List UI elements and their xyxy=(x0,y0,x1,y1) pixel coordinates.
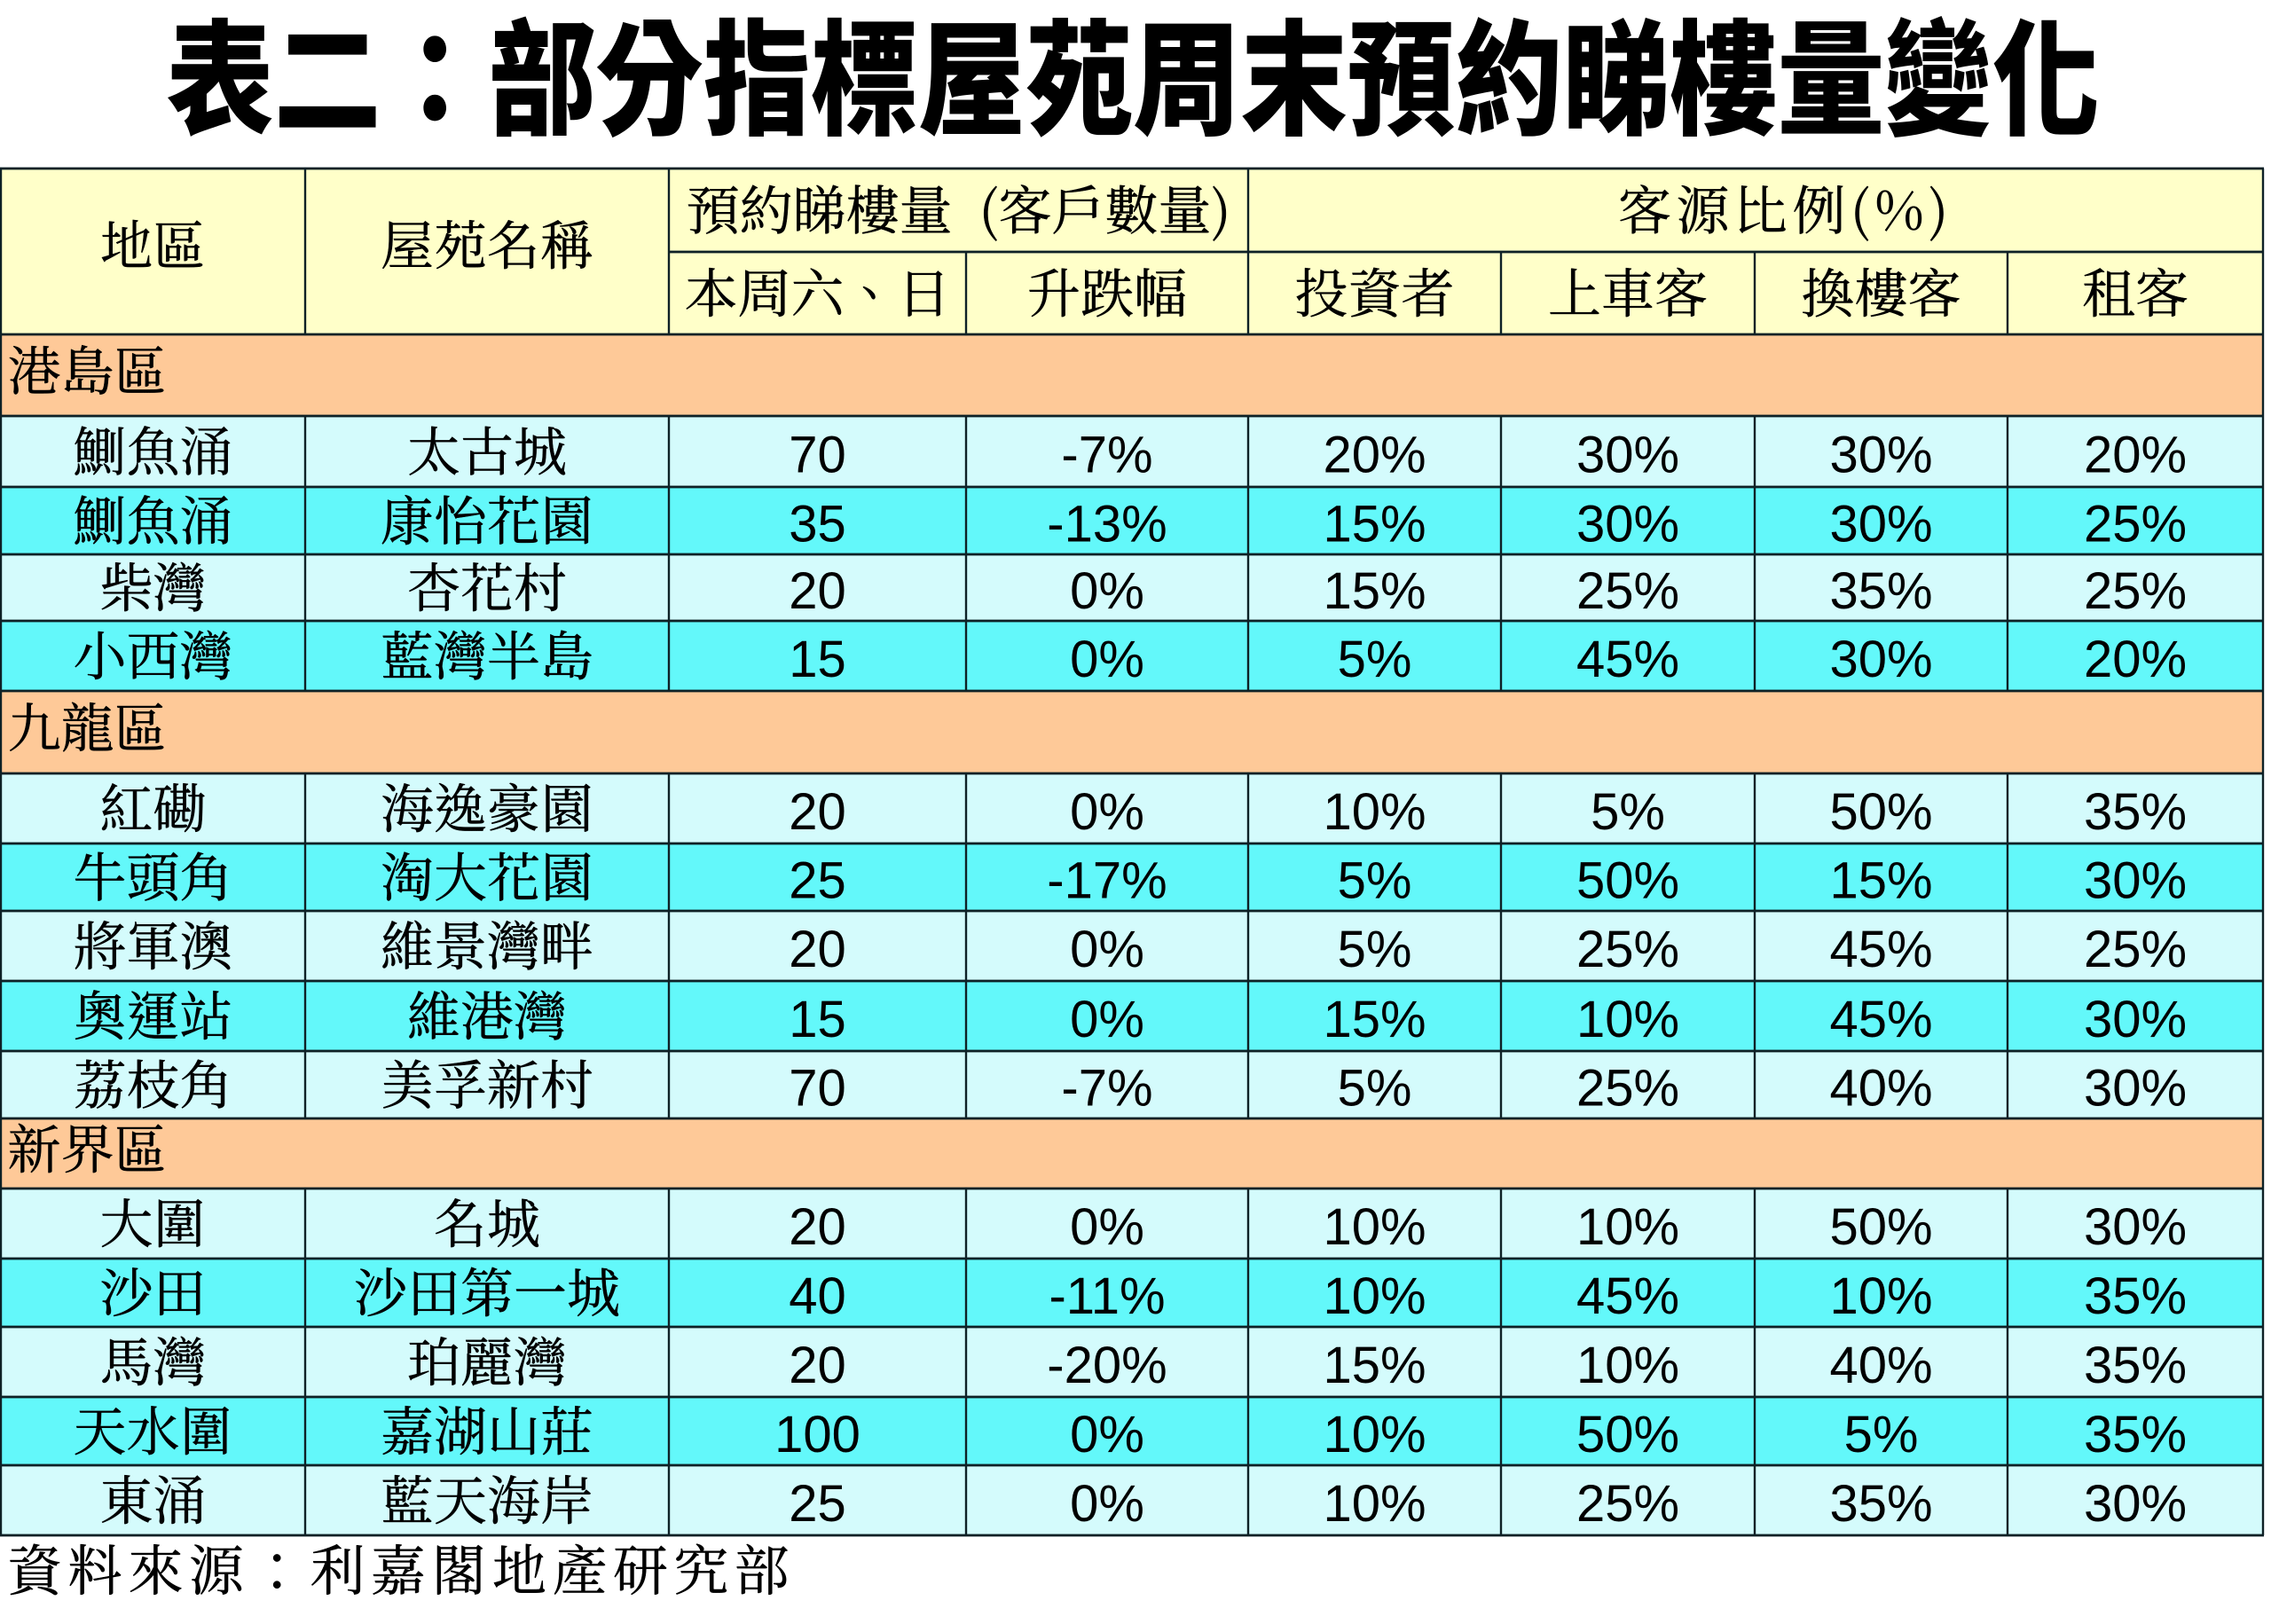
svg-text:30%: 30% xyxy=(2084,991,2187,1048)
svg-text:30%: 30% xyxy=(2084,1059,2187,1117)
svg-text:20%: 20% xyxy=(2084,631,2187,688)
svg-text:5%: 5% xyxy=(1338,631,1412,688)
svg-text:70: 70 xyxy=(789,1059,846,1117)
svg-text:25%: 25% xyxy=(2084,495,2187,553)
svg-text:5%: 5% xyxy=(1338,851,1412,909)
svg-text:-11%: -11% xyxy=(1049,1267,1165,1325)
svg-text:30%: 30% xyxy=(1576,426,1679,483)
svg-text:20%: 20% xyxy=(1323,426,1426,483)
svg-text:10%: 10% xyxy=(1576,1198,1679,1256)
svg-text:35%: 35% xyxy=(1829,562,1932,620)
svg-text:-7%: -7% xyxy=(1061,426,1152,483)
svg-text:25: 25 xyxy=(789,1475,846,1533)
svg-text:10%: 10% xyxy=(1323,783,1426,841)
svg-text:20: 20 xyxy=(789,1198,846,1256)
svg-text:30%: 30% xyxy=(1576,495,1679,553)
svg-text:40: 40 xyxy=(789,1267,846,1325)
svg-text:20%: 20% xyxy=(2084,426,2187,483)
svg-text:45%: 45% xyxy=(1829,921,1932,978)
svg-text:0%: 0% xyxy=(1070,1406,1144,1463)
svg-text:0%: 0% xyxy=(1070,1198,1144,1256)
svg-text:-13%: -13% xyxy=(1047,495,1167,553)
svg-text:5%: 5% xyxy=(1338,921,1412,978)
svg-text:15%: 15% xyxy=(1829,851,1932,909)
svg-text:0%: 0% xyxy=(1070,921,1144,978)
svg-text:35: 35 xyxy=(789,495,846,553)
svg-text:25%: 25% xyxy=(1576,921,1679,978)
svg-text:-7%: -7% xyxy=(1061,1059,1152,1117)
svg-text:25%: 25% xyxy=(1576,562,1679,620)
svg-text:50%: 50% xyxy=(1829,1198,1932,1256)
svg-text:20: 20 xyxy=(789,783,846,841)
svg-text:10%: 10% xyxy=(1576,991,1679,1048)
svg-text:30%: 30% xyxy=(1829,426,1932,483)
svg-text:25%: 25% xyxy=(2084,921,2187,978)
svg-text:50%: 50% xyxy=(1829,783,1932,841)
svg-text:25: 25 xyxy=(789,851,846,909)
svg-text:100: 100 xyxy=(774,1406,860,1463)
svg-text:10%: 10% xyxy=(1576,1337,1679,1394)
svg-text:30%: 30% xyxy=(2084,1198,2187,1256)
svg-text:20: 20 xyxy=(789,1337,846,1394)
svg-text:10%: 10% xyxy=(1323,1267,1426,1325)
svg-text:45%: 45% xyxy=(1576,1267,1679,1325)
svg-text:35%: 35% xyxy=(2084,783,2187,841)
svg-text:35%: 35% xyxy=(2084,1337,2187,1394)
svg-text:35%: 35% xyxy=(2084,1406,2187,1463)
svg-text:30%: 30% xyxy=(1829,631,1932,688)
svg-text:5%: 5% xyxy=(1591,783,1665,841)
svg-text:40%: 40% xyxy=(1829,1059,1932,1117)
svg-text:35%: 35% xyxy=(1829,1475,1932,1533)
svg-text:30%: 30% xyxy=(1829,495,1932,553)
svg-text:10%: 10% xyxy=(1323,1406,1426,1463)
svg-text:10%: 10% xyxy=(1323,1198,1426,1256)
svg-text:25%: 25% xyxy=(1576,1059,1679,1117)
svg-text:-20%: -20% xyxy=(1047,1337,1167,1394)
svg-text:35%: 35% xyxy=(2084,1267,2187,1325)
svg-text:50%: 50% xyxy=(1576,1406,1679,1463)
svg-text:45%: 45% xyxy=(1829,991,1932,1048)
svg-text:15: 15 xyxy=(789,991,846,1048)
svg-text:25%: 25% xyxy=(1576,1475,1679,1533)
svg-text:0%: 0% xyxy=(1070,631,1144,688)
svg-text:50%: 50% xyxy=(1576,851,1679,909)
svg-text:15%: 15% xyxy=(1323,1337,1426,1394)
svg-text:30%: 30% xyxy=(2084,1475,2187,1533)
svg-text:70: 70 xyxy=(789,426,846,483)
svg-text:10%: 10% xyxy=(1323,1475,1426,1533)
svg-text:25%: 25% xyxy=(2084,562,2187,620)
svg-text:10%: 10% xyxy=(1829,1267,1932,1325)
svg-text:40%: 40% xyxy=(1829,1337,1932,1394)
svg-text:0%: 0% xyxy=(1070,783,1144,841)
svg-text:20: 20 xyxy=(789,921,846,978)
svg-text:45%: 45% xyxy=(1576,631,1679,688)
svg-text:5%: 5% xyxy=(1338,1059,1412,1117)
svg-text:15%: 15% xyxy=(1323,991,1426,1048)
svg-text:5%: 5% xyxy=(1844,1406,1919,1463)
svg-text:15%: 15% xyxy=(1323,562,1426,620)
svg-text:15: 15 xyxy=(789,631,846,688)
svg-text:0%: 0% xyxy=(1070,562,1144,620)
svg-text:0%: 0% xyxy=(1070,991,1144,1048)
svg-text:20: 20 xyxy=(789,562,846,620)
svg-text:-17%: -17% xyxy=(1047,851,1167,909)
svg-text:15%: 15% xyxy=(1323,495,1426,553)
svg-text:0%: 0% xyxy=(1070,1475,1144,1533)
svg-text:30%: 30% xyxy=(2084,851,2187,909)
